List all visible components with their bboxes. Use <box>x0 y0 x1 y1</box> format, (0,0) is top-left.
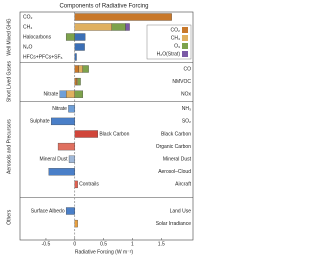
bar <box>76 77 78 86</box>
group-label: Well Mixed GHG <box>6 18 12 55</box>
chart: Components of Radiative Forcing Radiativ… <box>6 4 194 255</box>
category-label: SO₂ <box>182 119 191 125</box>
category-label: NMVOC <box>172 79 191 85</box>
group-label: Short Lived Gases <box>6 61 12 103</box>
bar <box>74 65 79 73</box>
bar-label: CH₄ <box>23 24 32 30</box>
category-label: NH₃ <box>182 106 191 112</box>
x-tick-label: 1.5 <box>158 241 165 247</box>
bar <box>74 130 98 138</box>
legend-swatch <box>182 35 188 41</box>
category-label: Aircraft <box>175 182 191 188</box>
group-label: Others <box>6 209 12 225</box>
bar-label: CO₂ <box>23 14 33 20</box>
bar <box>59 90 67 98</box>
x-axis-label: Radiative Forcing (W m⁻²) <box>75 249 134 255</box>
bar <box>74 180 78 189</box>
category-label: Mineral Dust <box>163 157 192 163</box>
x-tick-label: -0.5 <box>42 241 51 247</box>
category-label: Solar Irradiance <box>156 221 192 227</box>
legend-label: CO₂ <box>171 27 181 33</box>
category-label: Land Use <box>170 208 192 214</box>
bar <box>65 90 75 98</box>
bar <box>74 219 78 228</box>
x-tick-label: 0.5 <box>100 241 107 247</box>
bar-label: Surface Albedo <box>31 208 65 214</box>
bar-label: N₂O <box>23 44 33 50</box>
chart-title: Components of Radiative Forcing <box>59 4 148 10</box>
legend-swatch <box>182 51 188 57</box>
bar-label: Contrails <box>79 182 99 188</box>
x-tick-label: 1 <box>131 241 134 247</box>
bar <box>74 53 77 61</box>
legend-swatch <box>182 27 188 33</box>
category-label: Black Carbon <box>161 131 191 137</box>
bar <box>74 90 84 98</box>
bar <box>68 105 75 113</box>
bar <box>74 33 86 41</box>
bar <box>57 142 75 151</box>
bar <box>50 117 75 126</box>
bar <box>78 65 84 73</box>
plot-frame <box>19 11 194 241</box>
category-label: CO <box>184 66 192 72</box>
bar-label: Nitrate <box>44 92 59 98</box>
category-label: Organic Carbon <box>156 144 192 150</box>
bar-label: Black Carbon <box>99 131 129 137</box>
bar <box>74 13 172 21</box>
legend-label: H₂O(Strat) <box>157 51 181 57</box>
bar-label: Halocarbons <box>23 34 52 40</box>
bar-label: Mineral Dust <box>39 157 68 163</box>
bar-label: HFCs+PFCs+SF₆ <box>23 54 63 60</box>
bar <box>125 23 130 31</box>
bar <box>74 43 85 51</box>
category-label: NOx <box>181 92 192 98</box>
bar <box>68 155 75 163</box>
bar <box>74 77 77 86</box>
bar <box>74 23 112 31</box>
bar <box>77 77 81 86</box>
legend-label: CH₄ <box>171 35 180 41</box>
bar <box>65 207 75 215</box>
legend-swatch <box>182 43 188 49</box>
bar <box>65 33 75 41</box>
group-label: Aerosols and Precursors <box>6 119 12 174</box>
legend-label: O₃ <box>174 43 180 49</box>
bar-label: Nitrate <box>52 106 67 112</box>
bar <box>111 23 126 31</box>
bar <box>48 168 75 176</box>
bar <box>82 65 89 73</box>
category-label: Aerosol–Cloud <box>158 169 191 175</box>
x-tick-label: 0 <box>73 241 76 247</box>
bar-label: Sulphate <box>30 119 50 125</box>
